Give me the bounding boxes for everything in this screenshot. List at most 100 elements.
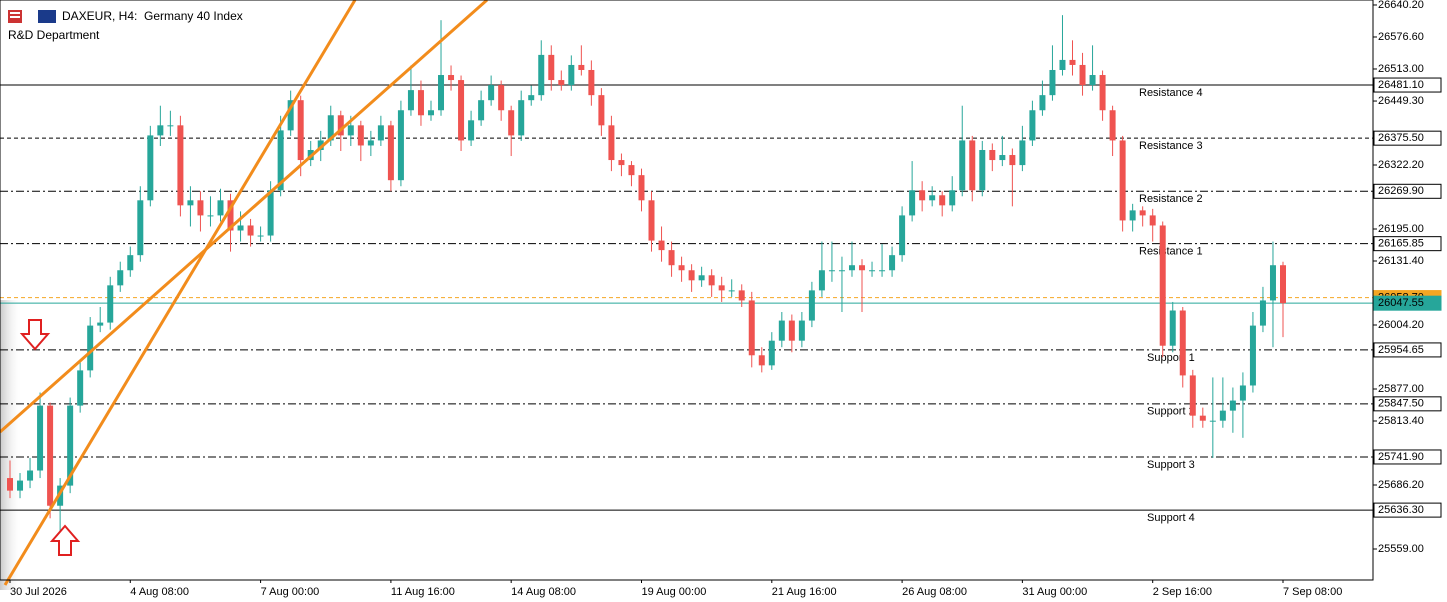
candle-body	[217, 200, 224, 216]
candle-body	[37, 405, 44, 471]
candle-body	[488, 85, 495, 101]
candle-body	[548, 54, 555, 81]
chart-title: DAXEUR, H4: Germany 40 Index	[62, 9, 243, 23]
candle-body	[919, 190, 926, 201]
candle-body	[538, 54, 545, 96]
candle-body	[287, 100, 294, 131]
candle-body	[267, 190, 274, 236]
x-tick-label: 14 Aug 08:00	[511, 586, 576, 598]
level-tag-label: 26047.55	[1378, 297, 1424, 309]
candle-body	[588, 69, 595, 96]
candle-body	[708, 275, 715, 286]
x-tick-label: 19 Aug 00:00	[641, 586, 706, 598]
candle-body	[1079, 64, 1086, 86]
level-tag	[1373, 236, 1442, 252]
candle-body	[1219, 410, 1226, 421]
level-name: Support 4	[1147, 512, 1195, 524]
x-tick-label: 26 Aug 08:00	[902, 586, 967, 598]
candle-body	[909, 190, 916, 216]
candle-body	[688, 270, 695, 281]
candle-body	[1249, 325, 1256, 386]
candle-body	[257, 235, 264, 237]
level-tag	[1373, 449, 1442, 465]
candle-body	[808, 290, 815, 321]
level-tag	[1373, 342, 1442, 358]
candle-body	[438, 75, 445, 111]
icon	[10, 12, 20, 14]
candle-body	[357, 125, 364, 146]
level-tag	[1373, 130, 1442, 146]
candle-body	[618, 160, 625, 166]
candle-body	[838, 270, 845, 272]
candle-body	[768, 340, 775, 366]
candle-body	[1159, 225, 1166, 346]
candle-body	[648, 200, 655, 241]
candle-body	[778, 320, 785, 341]
candle-body	[798, 320, 805, 341]
candle-body	[568, 64, 575, 86]
level-tag-label: 25636.30	[1378, 504, 1424, 516]
y-tick-label: 26004.20	[1378, 319, 1424, 331]
candle-body	[207, 215, 214, 217]
y-tick-label: 26195.00	[1378, 223, 1424, 235]
candle-body	[1229, 400, 1236, 411]
level-tag-label: 26375.50	[1378, 132, 1424, 144]
candle-body	[1129, 210, 1136, 221]
level-tag-label: 25741.90	[1378, 451, 1424, 463]
candle-body	[949, 190, 956, 206]
level-name: Resistance 3	[1139, 140, 1203, 152]
candle-body	[1059, 59, 1066, 70]
candle-body	[518, 100, 525, 136]
y-tick-label: 26449.30	[1378, 95, 1424, 107]
y-tick-label: 26131.40	[1378, 255, 1424, 267]
level-name: Resistance 2	[1139, 193, 1203, 205]
candle-body	[1119, 140, 1126, 221]
candle-body	[387, 125, 394, 181]
y-tick-label: 26513.00	[1378, 63, 1424, 75]
edge-shadow	[0, 300, 22, 590]
candle-body	[317, 140, 324, 150]
candle-body	[427, 110, 434, 116]
candle-body	[608, 125, 615, 161]
level-tag	[1373, 502, 1442, 518]
candle-body	[117, 270, 124, 286]
trend-line	[0, 0, 488, 434]
candle-body	[558, 80, 565, 86]
candle-body	[417, 90, 424, 116]
candle-body	[748, 300, 755, 356]
level-tag-label: 26165.85	[1378, 238, 1424, 250]
candle-body	[97, 322, 104, 326]
level-tag	[1373, 295, 1442, 311]
candle-body	[1109, 110, 1116, 141]
chart-subtitle: R&D Department	[8, 28, 100, 42]
candle-body	[869, 270, 876, 272]
candle-body	[448, 75, 455, 81]
x-tick-label: 7 Sep 08:00	[1283, 586, 1342, 598]
candle-body	[478, 100, 485, 121]
candle-body	[969, 140, 976, 191]
x-tick-label: 21 Aug 16:00	[772, 586, 837, 598]
y-tick-label: 26322.20	[1378, 159, 1424, 171]
candle-body	[1189, 375, 1196, 416]
x-tick-label: 31 Aug 00:00	[1022, 586, 1087, 598]
candle-body	[508, 110, 515, 136]
x-tick-label: 11 Aug 16:00	[391, 586, 455, 598]
level-name: Resistance 1	[1139, 246, 1203, 258]
y-tick-label: 26576.60	[1378, 31, 1424, 43]
candle-body	[698, 275, 705, 281]
candle-body	[1169, 310, 1176, 346]
candle-body	[959, 140, 966, 191]
candle-body	[137, 200, 144, 256]
level-tag-label: 26481.10	[1378, 79, 1424, 91]
candle-body	[87, 325, 94, 371]
candle-body	[999, 155, 1006, 161]
candle-body	[879, 270, 886, 272]
candle-body	[147, 135, 154, 201]
candle-body	[628, 165, 635, 176]
y-tick-label: 25813.40	[1378, 415, 1424, 427]
candle-body	[758, 355, 765, 366]
candle-body	[1179, 310, 1186, 376]
candle-body	[187, 200, 194, 206]
level-name: Support 2	[1147, 406, 1195, 418]
